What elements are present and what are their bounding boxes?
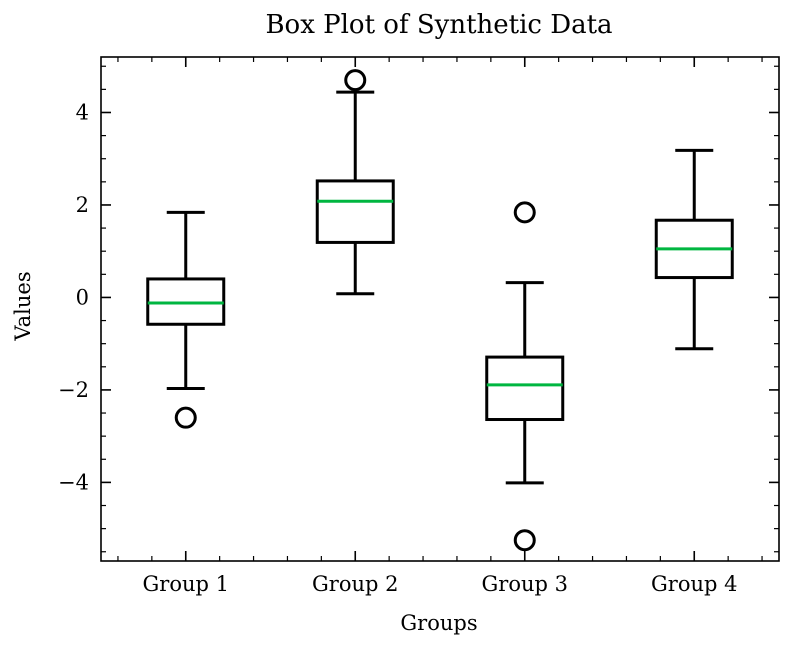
plot-frame (100, 56, 780, 562)
x-tick-label: Group 3 (482, 572, 568, 596)
outlier-point (513, 201, 536, 224)
box (315, 179, 395, 244)
y-tick-label: 2 (76, 193, 89, 217)
x-tick-label: Group 4 (651, 572, 737, 596)
y-tick-label: 0 (76, 285, 89, 309)
box (485, 355, 565, 422)
outlier-point (513, 529, 536, 552)
x-tick-label: Group 2 (312, 572, 398, 596)
outlier-point (174, 406, 197, 429)
y-tick-label: −2 (58, 378, 89, 402)
y-tick-label: −4 (58, 470, 89, 494)
x-axis-label: Groups (400, 611, 477, 635)
y-axis-label: Values (11, 271, 35, 341)
plot-area: −4 −2 0 2 4 Group 1 Group 2 Group 3 Group 4 (58, 56, 780, 596)
y-tick-label: 4 (76, 100, 89, 124)
outlier-point (344, 69, 367, 92)
x-tick-label: Group 1 (143, 572, 229, 596)
chart-title: Box Plot of Synthetic Data (265, 10, 612, 40)
